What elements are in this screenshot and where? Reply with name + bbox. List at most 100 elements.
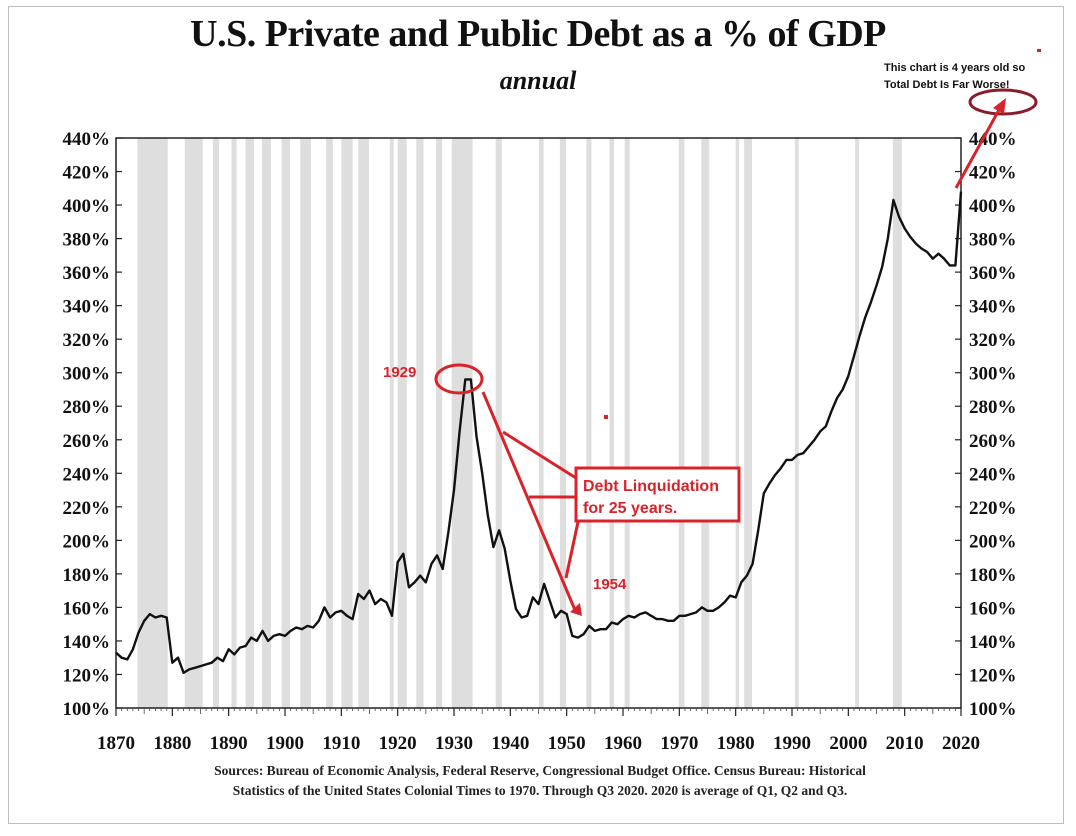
recession-band	[735, 138, 740, 708]
annotation-box	[574, 466, 741, 523]
recession-bands	[137, 138, 902, 708]
recession-band	[261, 138, 271, 708]
x-tick-label: 2010	[886, 733, 924, 754]
stray-mark	[1037, 49, 1041, 52]
recession-band	[358, 138, 369, 708]
y-tick-label-right: 200%	[969, 531, 1017, 552]
y-tick-label-right: 100%	[969, 699, 1017, 720]
annotation-box-line2: for 25 years.	[583, 500, 677, 517]
y-tick-label-right: 360%	[969, 263, 1017, 284]
y-tick-label-right: 240%	[969, 464, 1017, 485]
y-tick-label-right: 440%	[969, 129, 1017, 150]
y-tick-label-left: 320%	[63, 330, 111, 351]
x-tick-label: 1910	[322, 733, 360, 754]
y-tick-label-left: 340%	[63, 297, 111, 318]
x-tick-label: 2020	[942, 733, 980, 754]
y-tick-label-left: 420%	[63, 163, 111, 184]
recession-band	[701, 138, 710, 708]
y-tick-label-left: 120%	[63, 665, 111, 686]
recession-band	[300, 138, 311, 708]
annotation-arrow-line	[481, 391, 577, 611]
recession-band	[892, 138, 902, 708]
annotation-1929-circle	[434, 363, 484, 395]
recession-band	[559, 138, 567, 708]
series-group	[115, 191, 963, 674]
annotation-note-line1: This chart is 4 years old so	[884, 62, 1026, 74]
x-axis: 1870 1880 1890 1900 1910 1920 1930 1940 1950 1960…	[97, 708, 980, 754]
y-axis-right: 100% 120% 140% 160% 180% 200% 220% 240% 260% 280%…	[955, 129, 1017, 720]
y-tick-label-right: 420%	[969, 163, 1017, 184]
y-tick-label-left: 400%	[63, 196, 111, 217]
annotations: 1929 Debt Linquidation for 25 years. 195…	[383, 49, 1041, 616]
y-tick-label-right: 400%	[969, 196, 1017, 217]
y-tick-label-right: 120%	[969, 665, 1017, 686]
annotation-arrow-head	[570, 603, 582, 616]
plot-area	[115, 137, 962, 709]
y-tick-label-right: 140%	[969, 632, 1017, 653]
y-tick-label-right: 380%	[969, 230, 1017, 251]
recession-band	[389, 138, 394, 708]
chart-frame	[8, 6, 1064, 824]
series-line	[115, 191, 963, 674]
annotation-1929-label: 1929	[383, 364, 416, 381]
x-tick-label: 1960	[604, 733, 642, 754]
recession-band	[245, 138, 255, 708]
y-tick-label-left: 440%	[63, 129, 111, 150]
annotation-pointer-upper	[502, 430, 577, 480]
x-tick-label: 1880	[153, 733, 191, 754]
sources-line-2: Statistics of the United States Colonial…	[232, 783, 848, 798]
y-tick-label-left: 300%	[63, 364, 111, 385]
annotation-box-line1: Debt Linquidation	[583, 478, 719, 495]
x-tick-label: 1930	[435, 733, 473, 754]
recession-band	[586, 138, 592, 708]
y-tick-label-left: 140%	[63, 632, 111, 653]
x-tick-label: 1920	[379, 733, 417, 754]
recession-band	[184, 138, 203, 708]
annotation-1954-label: 1954	[593, 576, 627, 593]
x-tick-label: 1950	[548, 733, 586, 754]
x-tick-label: 1990	[773, 733, 811, 754]
annotation-note-arrow	[954, 107, 1002, 189]
recession-band	[435, 138, 443, 708]
x-tick-label: 1870	[97, 733, 135, 754]
recession-band	[341, 138, 353, 708]
recession-band	[281, 138, 291, 708]
y-tick-label-right: 260%	[969, 431, 1017, 452]
y-tick-label-left: 260%	[63, 431, 111, 452]
recession-band	[326, 138, 333, 708]
recession-band	[539, 138, 544, 708]
chart-title: U.S. Private and Public Debt as a % of G…	[190, 13, 886, 55]
recession-band	[678, 138, 685, 708]
annotation-note-circle	[968, 88, 1038, 116]
recession-band	[451, 138, 473, 708]
x-tick-label: 1890	[210, 733, 248, 754]
stray-mark	[604, 415, 608, 419]
recession-band	[397, 138, 407, 708]
sources-line-1: Sources: Bureau of Economic Analysis, Fe…	[214, 763, 866, 778]
annotation-note-arrow-head	[993, 98, 1006, 114]
recession-band	[137, 138, 168, 708]
x-tick-label: 2000	[829, 733, 867, 754]
annotation-pointer-lower	[564, 521, 580, 579]
y-tick-label-left: 100%	[63, 699, 111, 720]
x-tick-label: 1940	[491, 733, 529, 754]
recession-band	[231, 138, 237, 708]
y-tick-label-left: 200%	[63, 531, 111, 552]
y-tick-label-right: 300%	[969, 364, 1017, 385]
y-tick-label-left: 180%	[63, 565, 111, 586]
x-tick-label: 1970	[660, 733, 698, 754]
y-tick-label-right: 320%	[969, 330, 1017, 351]
sources-note: Sources: Bureau of Economic Analysis, Fe…	[40, 761, 1040, 801]
y-tick-label-left: 240%	[63, 464, 111, 485]
recession-band	[416, 138, 424, 708]
y-tick-label-left: 160%	[63, 598, 111, 619]
y-tick-label-right: 160%	[969, 598, 1017, 619]
y-tick-label-right: 340%	[969, 297, 1017, 318]
y-tick-label-right: 280%	[969, 397, 1017, 418]
recession-band	[212, 138, 220, 708]
recession-band	[609, 138, 614, 708]
recession-band	[855, 138, 860, 708]
recession-band	[794, 138, 799, 708]
y-tick-label-left: 360%	[63, 263, 111, 284]
